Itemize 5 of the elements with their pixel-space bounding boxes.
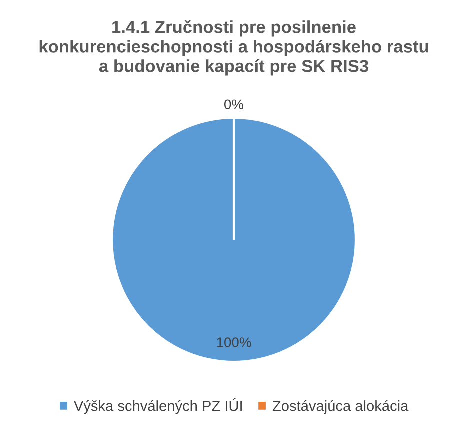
legend-label: Zostávajúca alokácia	[272, 400, 409, 414]
legend-label: Výška schválených PZ IÚI	[74, 398, 242, 414]
data-label: 100%	[217, 338, 252, 348]
text: 0%	[224, 100, 244, 110]
chart-title: 1.4.1 Zručnosti pre posilnenie konkurencieschopnosti a hospodárskeho rastu a budovanie kapacít pre SK RIS3	[40, 20, 428, 76]
